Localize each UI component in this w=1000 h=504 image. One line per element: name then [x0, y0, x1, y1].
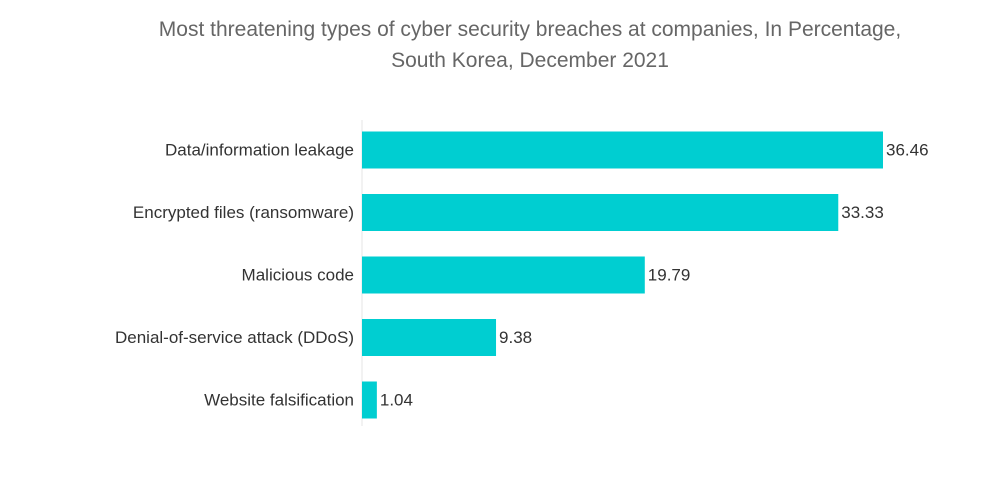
- value-label: 9.38: [499, 328, 532, 347]
- bar: [362, 256, 645, 294]
- chart-title: Most threatening types of cyber security…: [60, 14, 1000, 76]
- bar: [362, 319, 497, 356]
- category-label: Encrypted files (ransomware): [133, 203, 354, 222]
- category-label: Website falsification: [204, 391, 354, 410]
- value-label: 33.33: [841, 203, 884, 222]
- chart-subtitle: South Korea, December 2021: [391, 49, 669, 72]
- category-label: Malicious code: [242, 266, 354, 285]
- chart-title-line1: Most threatening types of cyber security…: [158, 18, 902, 41]
- bar: [362, 381, 377, 419]
- value-label: 19.79: [648, 266, 691, 285]
- bar: [362, 194, 839, 231]
- bar: [362, 131, 883, 169]
- bars-group: Data/information leakage 36.46 Encrypted f…: [115, 131, 929, 419]
- value-label: 36.46: [886, 141, 929, 160]
- category-label: Data/information leakage: [165, 141, 354, 160]
- value-label: 1.04: [380, 391, 413, 410]
- category-label: Denial-of-service attack (DDoS): [115, 328, 354, 347]
